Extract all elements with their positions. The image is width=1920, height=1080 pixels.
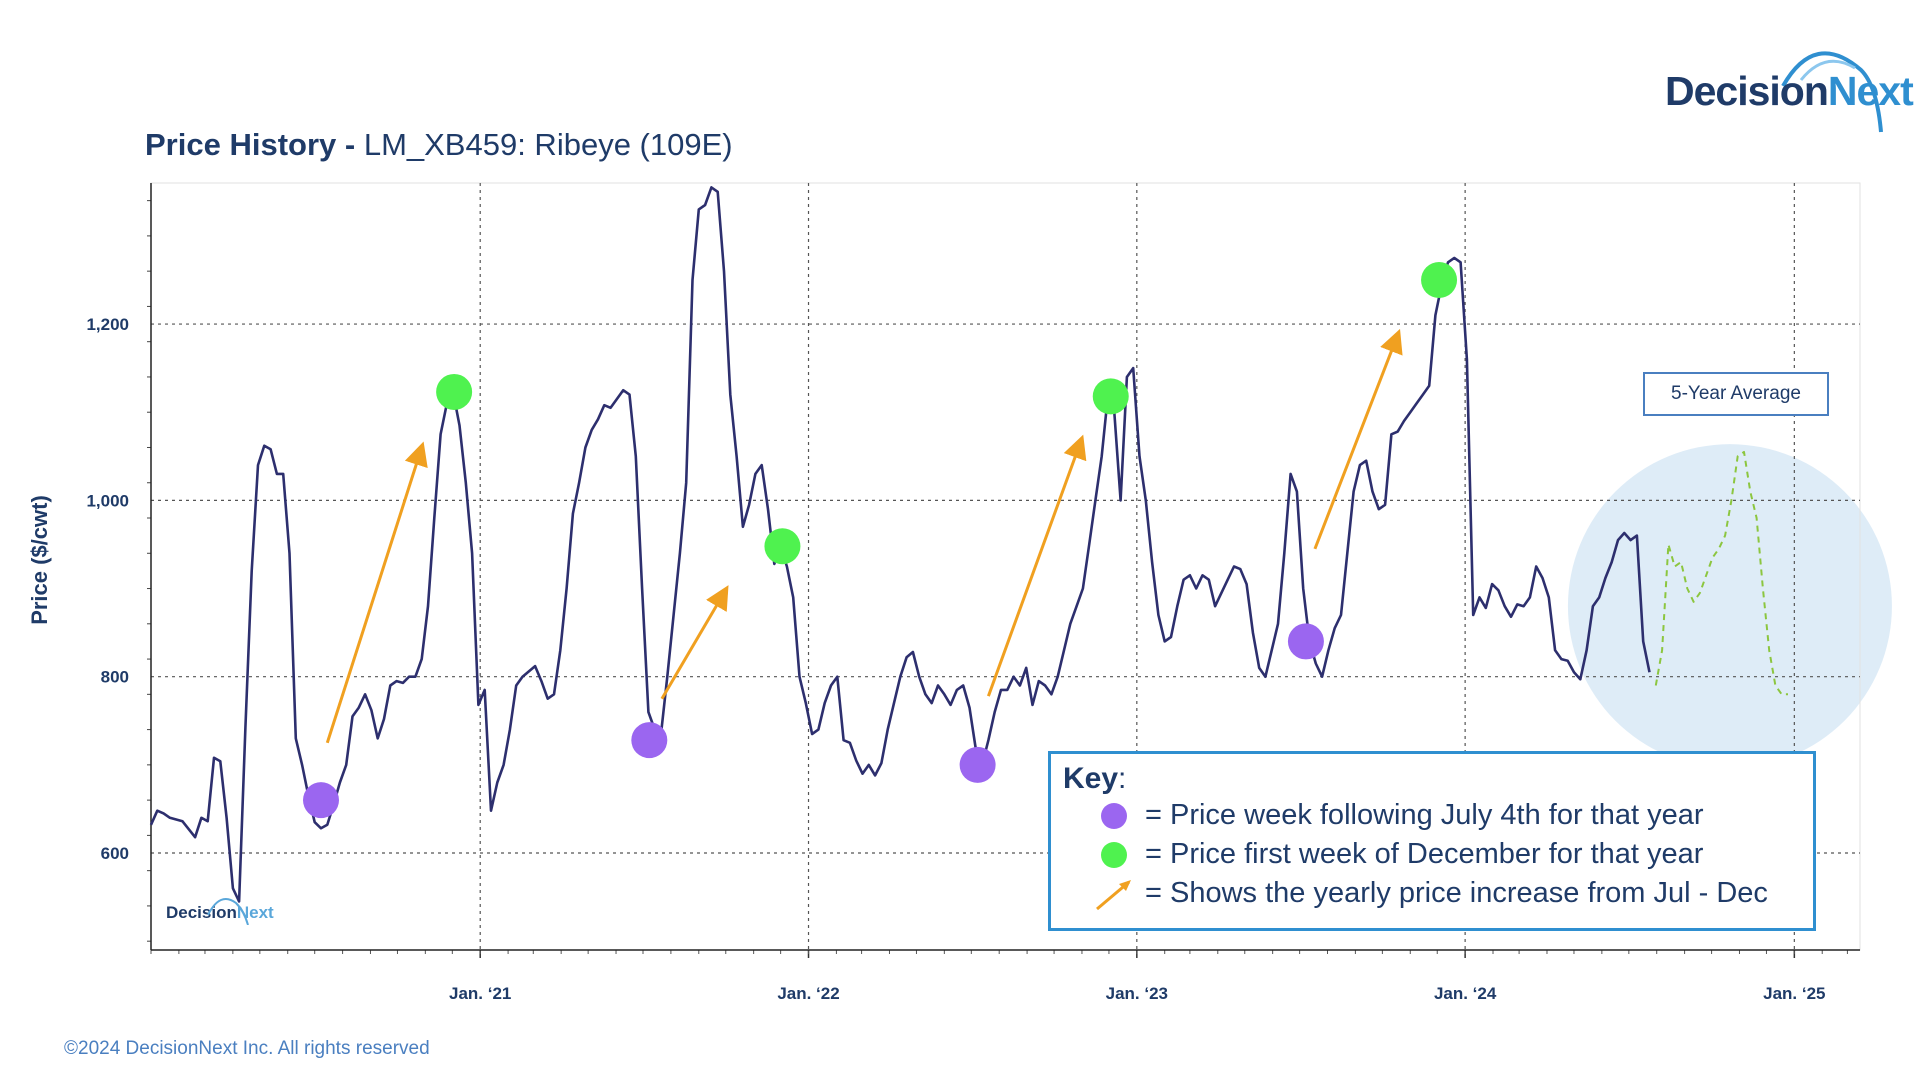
chart-key: Key: = Price week following July 4th for… [1048, 751, 1816, 931]
july-price-marker [1287, 623, 1324, 660]
chart-title-product: LM_XB459: Ribeye (109E) [363, 127, 733, 162]
watermark-word-decision: Decision [166, 903, 237, 922]
purple-dot-icon [1101, 802, 1127, 829]
price-increase-arrow [660, 585, 729, 700]
watermark-swoosh-icon [207, 898, 249, 925]
key-row-july: = Price week following July 4th for that… [1093, 796, 1813, 835]
x-tick-label: Jan. ‘24 [1434, 984, 1497, 1003]
key-title-colon: : [1118, 762, 1127, 795]
x-tick-label: Jan. ‘25 [1763, 984, 1825, 1003]
arrow-layer [325, 328, 1403, 744]
marker-layer [303, 261, 1458, 819]
price-increase-arrow [325, 441, 428, 744]
logo-swoosh-icon [1781, 51, 1883, 133]
x-tick-label: Jan. ‘21 [449, 984, 511, 1003]
five-year-average-line [1654, 450, 1788, 696]
key-row-december: = Price first week of December for that … [1093, 835, 1813, 874]
december-price-marker [764, 528, 801, 565]
key-title: Key: [1063, 762, 1813, 796]
watermark-logo: DecisionNext [166, 898, 274, 925]
y-tick-label: 1,000 [86, 491, 129, 510]
key-row-arrow: = Shows the yearly price increase from J… [1093, 874, 1813, 913]
key-december-symbol [1093, 841, 1135, 868]
july-price-marker [959, 746, 996, 783]
july-price-marker [631, 722, 668, 759]
logo-wordmark: DecisionNext [1665, 68, 1914, 115]
y-tick-label: 1,200 [86, 315, 129, 334]
december-price-marker [436, 373, 473, 410]
five-year-average-label: 5-Year Average [1643, 372, 1829, 416]
key-december-text: = Price first week of December for that … [1145, 838, 1704, 870]
forecast-highlight-region [1567, 444, 1892, 769]
chart-title: Price History - LM_XB459: Ribeye (109E) [145, 127, 733, 163]
december-price-marker [1092, 378, 1129, 415]
y-tick-label: 800 [101, 668, 129, 687]
axes: 600 800 1,000 1,200 Jan. ‘21 Jan. ‘22 Jan. ‘23… [86, 183, 1860, 1003]
chart-title-prefix: Price History - [145, 127, 356, 162]
decisionnext-logo: DecisionNext [1665, 42, 1914, 142]
key-arrow-symbol [1093, 876, 1135, 912]
logo-word-next: Next [1827, 68, 1914, 114]
july-price-marker [303, 782, 340, 819]
logo-word-decision: Decision [1665, 68, 1829, 114]
green-dot-icon [1101, 841, 1127, 868]
y-tick-label: 600 [101, 844, 129, 863]
orange-arrow-icon [1096, 879, 1131, 910]
key-july-text: = Price week following July 4th for that… [1145, 799, 1704, 831]
price-increase-arrow [986, 434, 1087, 697]
x-tick-label: Jan. ‘22 [777, 984, 839, 1003]
december-price-marker [1421, 261, 1458, 298]
price-series-line [149, 186, 1651, 903]
x-tick-label: Jan. ‘23 [1106, 984, 1168, 1003]
key-july-symbol [1093, 802, 1135, 829]
price-increase-arrow [1313, 328, 1403, 550]
series-layer [149, 186, 1788, 903]
key-arrow-text: = Shows the yearly price increase from J… [1145, 877, 1768, 909]
key-title-text: Key [1063, 762, 1119, 795]
copyright-notice: ©2024 DecisionNext Inc. All rights reser… [64, 1038, 430, 1059]
